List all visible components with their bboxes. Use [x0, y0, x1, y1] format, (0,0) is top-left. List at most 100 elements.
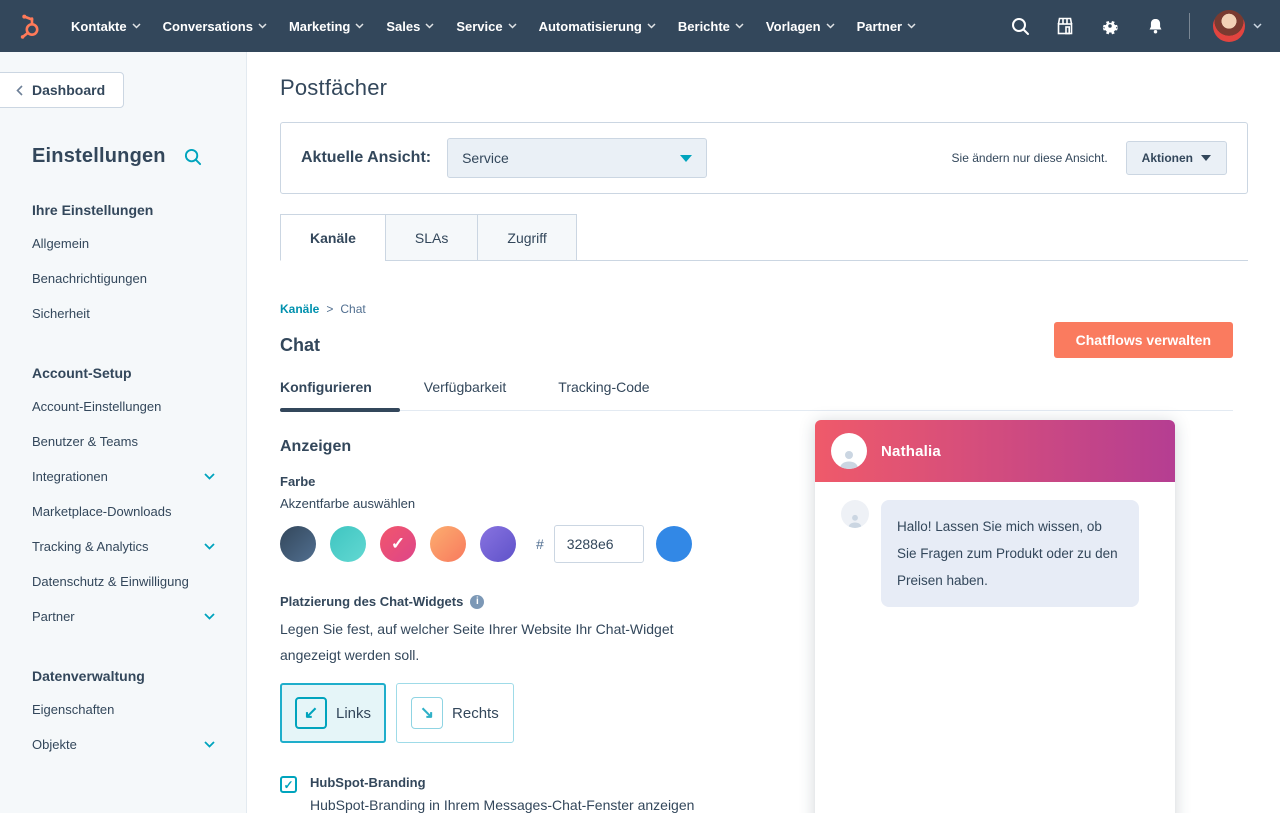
subtab-label: Verfügbarkeit: [423, 379, 507, 395]
subtab-verfuegbarkeit[interactable]: Verfügbarkeit: [424, 379, 507, 410]
chat-section-title: Chat: [280, 334, 320, 355]
nav-item-kontakte[interactable]: Kontakte: [60, 0, 152, 52]
current-view-bar: Aktuelle Ansicht: Service Sie ändern nur…: [280, 122, 1248, 194]
back-to-dashboard-button[interactable]: Dashboard: [0, 72, 125, 108]
color-swatch-tuerkis[interactable]: ✓: [330, 526, 366, 562]
nav-utility-area: [1009, 10, 1262, 42]
nav-divider: [1189, 13, 1190, 39]
sidebar-item-sicherheit[interactable]: Sicherheit: [32, 296, 215, 331]
sidebar-item-marketplace-downloads[interactable]: Marketplace-Downloads: [32, 494, 215, 529]
subtab-tracking-code[interactable]: Tracking-Code: [558, 379, 649, 410]
chatflows-verwalten-button[interactable]: Chatflows verwalten: [1053, 322, 1233, 358]
chevron-down-icon: [508, 23, 517, 29]
subtab-label: Konfigurieren: [280, 379, 372, 395]
sidebar-item-label: Datenschutz & Einwilligung: [32, 574, 189, 589]
breadcrumb-separator: >: [326, 302, 334, 316]
tab-filler: [576, 214, 1248, 261]
settings-gear-icon[interactable]: [1099, 15, 1121, 37]
sidebar-item-benutzer-teams[interactable]: Benutzer & Teams: [32, 424, 215, 459]
tab-zugriff[interactable]: Zugriff: [477, 214, 577, 261]
actions-button[interactable]: Aktionen: [1125, 141, 1227, 175]
color-swatch-orange[interactable]: ✓: [430, 526, 466, 562]
nav-item-partner[interactable]: Partner: [846, 0, 928, 52]
sidebar-item-label: Allgemein: [32, 236, 90, 251]
breadcrumb-current: Chat: [340, 302, 366, 316]
nav-item-vorlagen[interactable]: Vorlagen: [755, 0, 846, 52]
chevron-down-icon: [425, 23, 434, 29]
current-view-label: Aktuelle Ansicht:: [301, 149, 432, 166]
arrow-bottom-left-icon: ↙: [295, 697, 327, 729]
sidebar-item-allgemein[interactable]: Allgemein: [32, 226, 215, 261]
hex-color-input[interactable]: [553, 525, 644, 563]
branding-label: HubSpot-Branding: [310, 775, 426, 790]
nav-item-label: Automatisierung: [538, 18, 642, 34]
page-title: Postfächer: [280, 75, 388, 100]
nav-item-berichte[interactable]: Berichte: [667, 0, 755, 52]
placement-option-links[interactable]: ↙ Links: [280, 683, 387, 743]
nav-item-label: Sales: [386, 18, 421, 34]
sidebar-item-account-einstellungen[interactable]: Account-Einstellungen: [32, 389, 215, 424]
tab-label: Kanäle: [310, 229, 356, 246]
view-note: Sie ändern nur diese Ansicht.: [951, 151, 1108, 165]
view-select-dropdown[interactable]: Service: [447, 138, 708, 178]
placement-option-rechts[interactable]: ↘ Rechts: [396, 683, 514, 743]
account-menu[interactable]: [1213, 10, 1262, 42]
color-swatch-violett[interactable]: ✓: [480, 526, 516, 562]
hubspot-branding-checkbox[interactable]: [280, 776, 297, 793]
chat-header: Nathalia: [815, 420, 1175, 482]
dropdown-caret-icon: [1201, 155, 1211, 161]
chevron-down-icon: [355, 23, 364, 29]
tab-kanaele[interactable]: Kanäle: [280, 214, 386, 261]
dropdown-caret-icon: [680, 154, 693, 162]
search-icon[interactable]: [1009, 15, 1031, 37]
message-avatar: [841, 500, 869, 528]
subtab-konfigurieren[interactable]: Konfigurieren: [280, 379, 400, 412]
color-swatch-dunkelblau[interactable]: ✓: [280, 526, 316, 562]
chevron-down-icon: [1253, 23, 1262, 29]
view-bar-right: Sie ändern nur diese Ansicht. Aktionen: [952, 141, 1227, 175]
tab-slas[interactable]: SLAs: [384, 214, 479, 261]
sidebar-item-datenschutz[interactable]: Datenschutz & Einwilligung: [32, 564, 215, 599]
sidebar-search-icon[interactable]: [184, 148, 202, 166]
hubspot-logo[interactable]: [12, 9, 46, 43]
chat-preview-widget: Nathalia Hallo! Lassen Sie mich wissen, …: [815, 420, 1175, 813]
sidebar-item-objekte[interactable]: Objekte: [32, 727, 215, 762]
nav-menu: Kontakte Conversations Marketing Sales S…: [60, 0, 927, 52]
sidebar-item-label: Benachrichtigungen: [32, 271, 147, 286]
nav-item-conversations[interactable]: Conversations: [152, 0, 278, 52]
sidebar-item-label: Account-Einstellungen: [32, 399, 162, 414]
sidebar-item-tracking-analytics[interactable]: Tracking & Analytics: [32, 529, 215, 564]
page-body: Dashboard Einstellungen Ihre Einstellung…: [0, 52, 1280, 813]
sidebar-section-account-setup: Account-Setup Account-Einstellungen Benu…: [32, 365, 215, 634]
sidebar-section-header: Ihre Einstellungen: [32, 202, 154, 218]
notifications-bell-icon[interactable]: [1144, 15, 1166, 37]
sidebar-section-header: Account-Setup: [32, 365, 132, 381]
custom-color-swatch[interactable]: [655, 526, 692, 562]
sidebar-title-row: Einstellungen: [32, 145, 202, 168]
info-icon[interactable]: [470, 594, 485, 609]
tab-label: Zugriff: [507, 229, 547, 246]
breadcrumb-link-kanaele[interactable]: Kanäle: [280, 302, 320, 316]
nav-item-service[interactable]: Service: [445, 0, 527, 52]
sidebar-item-benachrichtigungen[interactable]: Benachrichtigungen: [32, 261, 215, 296]
sidebar-item-eigenschaften[interactable]: Eigenschaften: [32, 692, 215, 727]
marketplace-icon[interactable]: [1054, 15, 1076, 37]
sidebar-section-datenverwaltung: Datenverwaltung Eigenschaften Objekte: [32, 668, 215, 762]
branding-description: HubSpot-Branding in Ihrem Messages-Chat-…: [310, 797, 695, 813]
nav-item-marketing[interactable]: Marketing: [278, 0, 375, 52]
tab-label: SLAs: [414, 229, 449, 246]
sidebar-item-integrationen[interactable]: Integrationen: [32, 459, 215, 494]
nav-item-label: Kontakte: [71, 18, 127, 34]
nav-item-sales[interactable]: Sales: [375, 0, 445, 52]
nav-item-label: Conversations: [162, 18, 253, 34]
sidebar-item-label: Tracking & Analytics: [32, 539, 149, 554]
back-chevron-icon: [16, 84, 23, 96]
color-swatch-pink[interactable]: ✓: [380, 526, 416, 562]
agent-avatar: [831, 433, 867, 469]
chevron-down-icon: [204, 613, 215, 620]
chevron-down-icon: [826, 23, 835, 29]
sidebar-item-partner[interactable]: Partner: [32, 599, 215, 634]
nav-item-automatisierung[interactable]: Automatisierung: [528, 0, 667, 52]
sidebar-section-ihre-einstellungen: Ihre Einstellungen Allgemein Benachricht…: [32, 202, 214, 331]
